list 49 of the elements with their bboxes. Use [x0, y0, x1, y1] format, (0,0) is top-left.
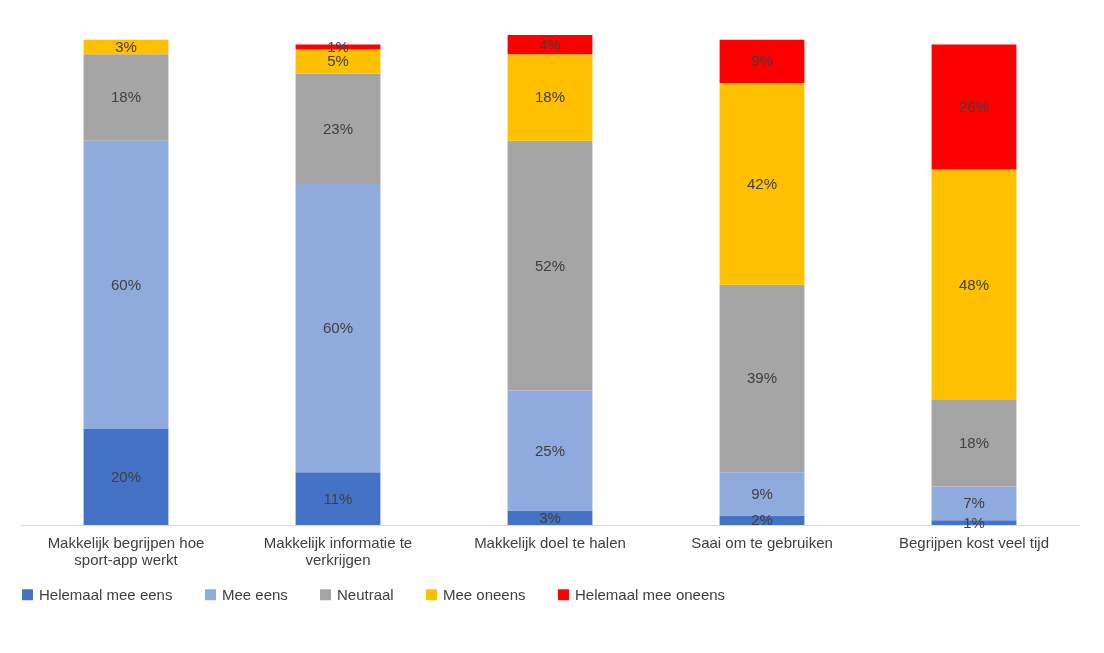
- bar: [295, 472, 381, 525]
- bar: [83, 140, 169, 429]
- legend-label: Helemaal mee eens: [39, 585, 173, 603]
- legend-label: Mee oneens: [443, 585, 526, 603]
- bar: [931, 44, 1017, 170]
- data-label: 25%: [534, 441, 566, 459]
- bar: [295, 73, 381, 184]
- data-label: 23%: [322, 119, 354, 137]
- data-label: 52%: [534, 256, 566, 274]
- data-label: 4%: [539, 35, 561, 53]
- x-tick-label: Makkelijk begrijpen hoe sport-app werkt: [47, 533, 205, 568]
- x-tick-label: Makkelijk doel te halen: [474, 533, 626, 551]
- data-label: 2%: [751, 511, 773, 529]
- bar: [719, 39, 805, 84]
- data-label: 5%: [327, 52, 349, 70]
- data-label: 20%: [110, 467, 142, 485]
- bar: [295, 183, 381, 473]
- bar: [931, 400, 1017, 487]
- data-label: 26%: [958, 98, 990, 116]
- bar: [507, 390, 593, 511]
- bar: [83, 54, 169, 141]
- bar: [931, 169, 1017, 401]
- bar: [719, 472, 805, 516]
- data-label: 60%: [110, 275, 142, 293]
- data-label: 42%: [746, 174, 778, 192]
- bar: [507, 35, 593, 55]
- legend-label: Mee eens: [222, 585, 288, 603]
- data-label: 18%: [534, 88, 566, 106]
- data-label: 9%: [751, 484, 773, 502]
- legend-label: Neutraal: [337, 585, 394, 603]
- x-tick-label: Begrijpen kost veel tijd: [898, 533, 1050, 551]
- x-tick-label: Saai om te gebruiken: [691, 533, 833, 551]
- bar: [83, 428, 169, 525]
- legend-label: Helemaal mee oneens: [575, 585, 726, 603]
- data-label: 60%: [322, 319, 354, 337]
- x-tick-label: Makkelijk informatie te verkrijgen: [263, 533, 413, 568]
- bar: [507, 140, 593, 391]
- data-label: 3%: [115, 38, 137, 56]
- bar: [719, 284, 805, 473]
- data-label: 18%: [958, 434, 990, 452]
- data-label: 39%: [746, 369, 778, 387]
- data-label: 3%: [539, 508, 561, 526]
- data-label: 9%: [751, 52, 773, 70]
- bar: [719, 83, 805, 285]
- data-label: 18%: [110, 88, 142, 106]
- data-label: 7%: [963, 494, 985, 512]
- bar: [507, 54, 593, 141]
- data-label: 48%: [958, 275, 990, 293]
- data-label: 11%: [323, 489, 353, 507]
